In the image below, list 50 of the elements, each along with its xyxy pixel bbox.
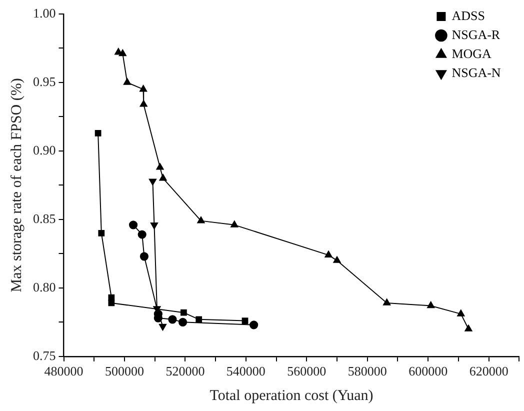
point — [94, 130, 102, 136]
point — [98, 230, 105, 236]
point — [140, 100, 148, 107]
legend-label: MOGA — [452, 46, 492, 61]
point — [123, 78, 131, 85]
point — [464, 324, 472, 332]
point — [178, 318, 188, 326]
point — [138, 230, 146, 239]
legend-label: ADSS — [452, 8, 485, 23]
y-tick-label: 0.75 — [33, 348, 56, 363]
x-tick-label: 580000 — [348, 364, 387, 379]
x-tick-label: 540000 — [226, 364, 266, 379]
x-tick-label: 620000 — [469, 364, 508, 379]
point — [159, 174, 167, 181]
point — [196, 316, 202, 323]
y-tick-label: 0.85 — [33, 210, 56, 226]
point — [197, 216, 205, 224]
x-tick-label: 600000 — [408, 364, 448, 379]
x-tick-label: 520000 — [166, 364, 205, 379]
y-tick-label: 0.80 — [33, 279, 56, 294]
x-axis-title: Total operation cost (Yuan) — [210, 388, 374, 404]
x-tick-label: 560000 — [287, 364, 326, 379]
point — [148, 178, 157, 186]
point — [324, 250, 332, 258]
point — [108, 294, 115, 301]
point — [333, 256, 341, 263]
x-tick-label: 480000 — [44, 364, 84, 379]
point — [457, 310, 465, 316]
y-tick-label: 1.00 — [33, 5, 56, 20]
point — [168, 315, 177, 324]
point — [108, 300, 115, 306]
point — [140, 85, 148, 92]
point — [242, 318, 248, 324]
point — [427, 301, 435, 308]
point — [180, 309, 187, 316]
y-tick-label: 0.90 — [33, 142, 56, 158]
point — [128, 220, 138, 230]
x-tick-label: 500000 — [104, 364, 144, 379]
point — [250, 320, 258, 330]
point — [230, 220, 238, 228]
point — [140, 252, 149, 261]
point — [118, 49, 126, 56]
y-axis-title: Max storage rate of each FPSO (%) — [8, 78, 25, 292]
y-tick-label: 0.95 — [33, 74, 56, 89]
point — [150, 222, 158, 230]
legend-label: NSGA-R — [452, 26, 500, 42]
point — [383, 298, 391, 306]
legend-label: NSGA-N — [452, 64, 502, 80]
point — [156, 163, 164, 170]
point — [158, 324, 167, 331]
